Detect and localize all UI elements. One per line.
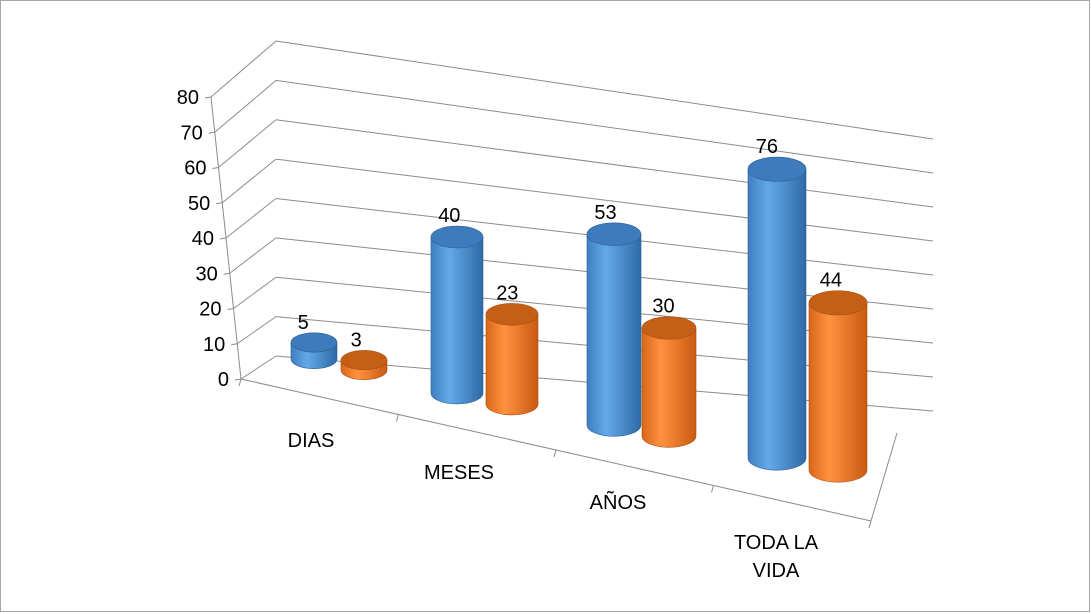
category-label: DIAS bbox=[288, 430, 335, 452]
floor-right-edge bbox=[870, 432, 898, 522]
bar-top bbox=[430, 225, 484, 249]
y-tick-label: 0 bbox=[218, 369, 229, 391]
category-label: AÑOS bbox=[590, 490, 647, 514]
x-tick-mark bbox=[553, 449, 557, 458]
bar bbox=[290, 332, 338, 369]
y-tick-label: 30 bbox=[196, 263, 218, 285]
bar-body bbox=[485, 314, 539, 416]
bar bbox=[641, 316, 697, 448]
bar-body bbox=[641, 327, 697, 448]
y-tick-label: 70 bbox=[181, 122, 203, 144]
y-tick-label: 60 bbox=[184, 158, 206, 180]
y-tick-mark bbox=[231, 343, 238, 346]
gridline-side bbox=[240, 355, 277, 380]
y-tick-label: 40 bbox=[192, 228, 214, 250]
gridline-side bbox=[221, 158, 277, 204]
bar-body bbox=[747, 168, 807, 471]
data-label: 44 bbox=[820, 270, 842, 292]
bar-layer bbox=[290, 156, 868, 483]
bar-body bbox=[586, 233, 642, 437]
y-tick-mark bbox=[216, 202, 223, 205]
data-label: 53 bbox=[594, 202, 616, 224]
bar-top bbox=[808, 290, 868, 316]
y-tick-mark bbox=[212, 167, 219, 169]
y-tick-label: 10 bbox=[203, 334, 225, 356]
x-tick-mark bbox=[868, 520, 872, 529]
gridline-back bbox=[275, 119, 934, 208]
bar-top bbox=[747, 156, 807, 182]
bar-body bbox=[430, 236, 484, 405]
y-tick-label: 20 bbox=[199, 299, 221, 321]
y-tick-mark bbox=[227, 308, 234, 310]
gridline-back bbox=[275, 40, 934, 140]
y-tick-mark bbox=[219, 237, 227, 240]
bar-top bbox=[641, 316, 697, 340]
data-label: 23 bbox=[496, 282, 518, 304]
category-label: MESES bbox=[424, 462, 494, 484]
gridline-back bbox=[275, 158, 934, 242]
y-tick-mark bbox=[204, 96, 212, 99]
y-tick-mark bbox=[208, 131, 215, 134]
data-label: 5 bbox=[298, 312, 309, 334]
data-label: 76 bbox=[756, 136, 778, 158]
bar bbox=[808, 290, 868, 483]
y-tick-mark bbox=[234, 378, 242, 381]
bar-top bbox=[485, 303, 539, 326]
y-tick-mark bbox=[223, 272, 230, 275]
axis-layer: 0 10 20 30 40 50 60 70 80 DIAS MESES AÑOS TODA LA VID… bbox=[177, 87, 898, 582]
gridline-side bbox=[229, 237, 277, 274]
data-label: 40 bbox=[438, 205, 460, 227]
gridline-side bbox=[210, 40, 277, 98]
y-tick-label: 80 bbox=[177, 87, 199, 109]
data-label: 30 bbox=[652, 296, 674, 318]
gridline-side bbox=[214, 79, 277, 133]
bar-top bbox=[340, 350, 388, 371]
x-tick-mark bbox=[396, 414, 399, 422]
gridline-side bbox=[218, 119, 277, 168]
category-label: TODA LA VIDA bbox=[734, 532, 819, 582]
gridline-side bbox=[225, 198, 277, 239]
gridline-side bbox=[233, 276, 277, 309]
bar bbox=[430, 225, 484, 405]
y-tick-label: 50 bbox=[188, 193, 210, 215]
bar bbox=[586, 222, 642, 437]
x-tick-mark bbox=[238, 378, 242, 387]
gridline-back bbox=[275, 79, 934, 174]
data-label: 3 bbox=[351, 329, 362, 351]
bar-top bbox=[290, 332, 338, 353]
gridline-side bbox=[236, 316, 277, 345]
y-axis-line bbox=[210, 96, 242, 380]
bar bbox=[485, 303, 539, 416]
x-tick-mark bbox=[711, 485, 714, 493]
bar bbox=[747, 156, 807, 471]
bar bbox=[340, 350, 388, 380]
bar-body bbox=[808, 302, 868, 483]
bar-top bbox=[586, 222, 642, 246]
